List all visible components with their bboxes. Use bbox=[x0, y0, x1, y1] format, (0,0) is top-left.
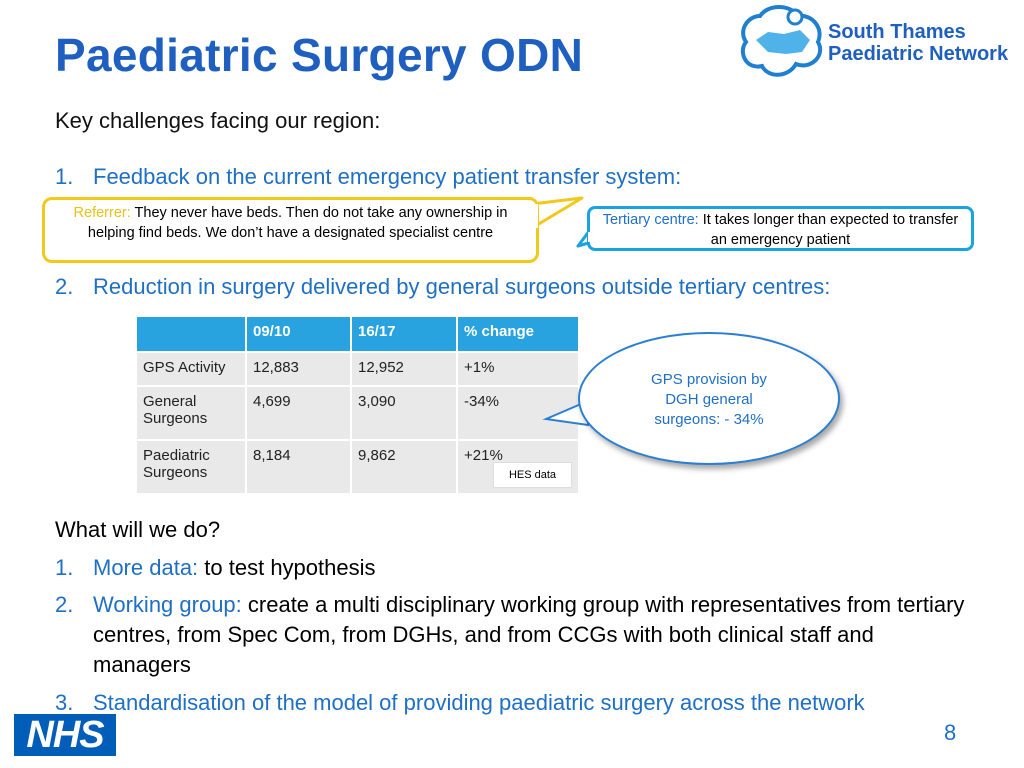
table-header-cell: % change bbox=[456, 315, 580, 353]
nhs-logo: NHS bbox=[14, 714, 116, 756]
table-cell: 12,952 bbox=[350, 351, 458, 387]
gps-callout: GPS provision by DGH general surgeons: -… bbox=[578, 332, 840, 465]
referrer-quote: Referrer: They never have beds. Then do … bbox=[42, 197, 539, 263]
challenge-item-2: 2. Reduction in surgery delivered by gene… bbox=[55, 272, 830, 302]
action-number: 2. bbox=[55, 592, 74, 617]
table-cell: +1% bbox=[456, 351, 580, 387]
table-cell: 9,862 bbox=[350, 439, 458, 495]
table-header-cell: 09/10 bbox=[245, 315, 352, 353]
subtitle: Key challenges facing our region: bbox=[55, 108, 381, 133]
logo-line-1: South Thames bbox=[828, 21, 966, 43]
callout-text: GPS provision by DGH general surgeons: -… bbox=[651, 371, 767, 428]
tertiary-quote: Tertiary centre: It takes longer than ex… bbox=[587, 206, 974, 251]
action-text: to test hypothesis bbox=[198, 555, 376, 580]
table-header-cell: 16/17 bbox=[350, 315, 458, 353]
table-cell: 12,883 bbox=[245, 351, 352, 387]
challenge-number: 1. bbox=[55, 164, 74, 189]
table-header-cell bbox=[135, 315, 247, 353]
action-label: More data: bbox=[93, 555, 199, 580]
challenge-text: Feedback on the current emergency patien… bbox=[93, 164, 682, 189]
table-cell: 3,090 bbox=[350, 385, 458, 441]
table-cell: 4,699 bbox=[245, 385, 352, 441]
action-number: 3. bbox=[55, 690, 74, 715]
action-item-1: 1. More data: to test hypothesis bbox=[55, 553, 995, 583]
table-cell: General Surgeons bbox=[135, 385, 247, 441]
referrer-label: Referrer: bbox=[73, 205, 131, 221]
logo-line-2: Paediatric Network bbox=[828, 43, 1009, 65]
table-source-label: HES data bbox=[493, 462, 572, 488]
child-map-icon bbox=[740, 5, 822, 77]
table-cell: 8,184 bbox=[245, 439, 352, 495]
actions-heading: What will we do? bbox=[55, 517, 221, 542]
challenge-number: 2. bbox=[55, 274, 74, 299]
table-row: GPS Activity 12,883 12,952 +1% bbox=[135, 351, 580, 387]
action-item-3: 3. Standardisation of the model of provid… bbox=[55, 688, 1015, 718]
action-label: Working group: bbox=[93, 592, 242, 617]
referrer-text: They never have beds. Then do not take a… bbox=[87, 205, 508, 241]
page-number: 8 bbox=[944, 720, 957, 745]
table-cell: Paediatric Surgeons bbox=[135, 439, 247, 495]
table-row: General Surgeons 4,699 3,090 -34% bbox=[135, 385, 580, 441]
tertiary-label: Tertiary centre: bbox=[602, 212, 699, 228]
tertiary-text: It takes longer than expected to transfe… bbox=[698, 212, 959, 248]
slide-title: Paediatric Surgery ODN bbox=[55, 29, 584, 81]
action-text: create a multi disciplinary working grou… bbox=[93, 592, 965, 677]
action-label: Standardisation of the model of providin… bbox=[93, 690, 865, 715]
table-cell: GPS Activity bbox=[135, 351, 247, 387]
surgery-activity-table: 09/10 16/17 % change GPS Activity 12,883… bbox=[135, 315, 580, 495]
action-item-2: 2. Working group: create a multi discipl… bbox=[55, 590, 975, 680]
challenge-item-1: 1. Feedback on the current emergency pati… bbox=[55, 162, 681, 192]
challenge-text: Reduction in surgery delivered by genera… bbox=[93, 274, 831, 299]
tail-mask-yellow bbox=[528, 204, 538, 228]
tail-mask-blue bbox=[588, 232, 604, 242]
table-row: Paediatric Surgeons 8,184 9,862 +21% bbox=[135, 439, 580, 495]
south-thames-logo: South Thames Paediatric Network bbox=[738, 4, 1023, 84]
action-number: 1. bbox=[55, 555, 74, 580]
table-header-row: 09/10 16/17 % change bbox=[135, 315, 580, 353]
